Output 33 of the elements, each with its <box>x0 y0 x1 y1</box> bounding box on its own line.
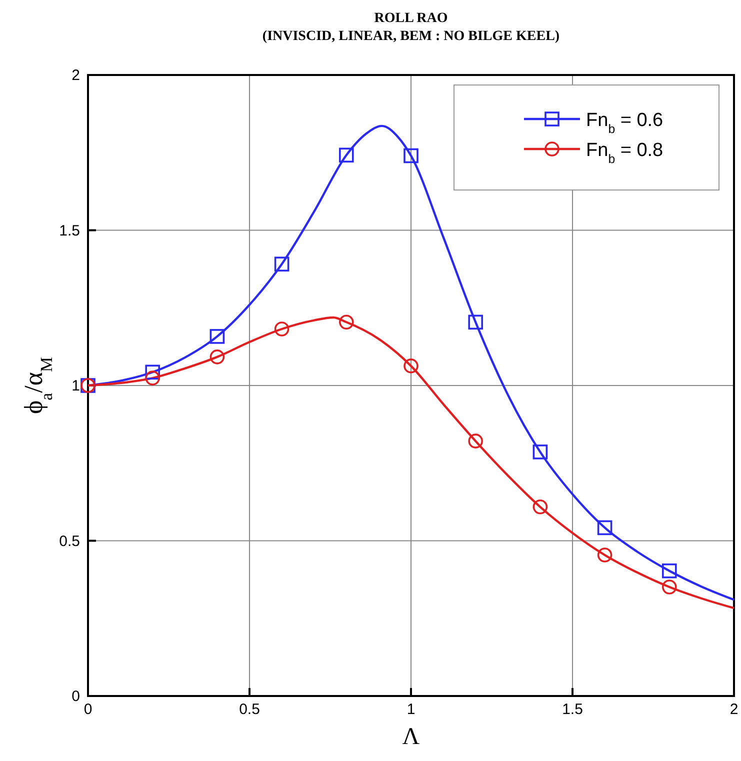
legend-label: Fn$_{b}$ = 0.8 <box>586 140 664 166</box>
point <box>404 148 418 164</box>
chart-subtitle: (INVISCID, LINEAR, BEM : NO BILGE KEEL) <box>262 29 560 44</box>
point <box>597 520 612 536</box>
point <box>662 580 677 594</box>
y-tick-label: 1 <box>72 378 80 394</box>
point <box>468 314 483 330</box>
x-tick-label: 0.5 <box>239 701 260 718</box>
point <box>597 548 612 562</box>
y-tick-label: 1.5 <box>59 222 80 240</box>
point <box>532 500 548 514</box>
point <box>339 314 354 330</box>
x-tick-label: 0 <box>84 701 92 718</box>
point <box>145 370 160 386</box>
point <box>210 329 225 344</box>
point <box>274 322 290 336</box>
x-tick-label: 2 <box>730 701 738 718</box>
y-tick-label: 0.5 <box>59 532 80 550</box>
point <box>339 148 354 163</box>
y-tick-label: 2 <box>72 67 80 84</box>
point <box>468 434 483 448</box>
point <box>404 358 418 374</box>
point <box>145 364 160 380</box>
legend-label: Fn$_{b}$ = 0.6 <box>586 110 664 136</box>
chart-title: ROLL RAO <box>374 11 448 26</box>
y-tick-label: 0 <box>72 688 80 705</box>
point <box>274 256 290 272</box>
x-tick-label: 1 <box>406 701 416 718</box>
x-tick-label: 1.5 <box>562 701 583 718</box>
point <box>532 444 548 460</box>
point <box>210 350 225 364</box>
x-axis-title: Λ <box>402 724 420 750</box>
point <box>662 563 677 578</box>
